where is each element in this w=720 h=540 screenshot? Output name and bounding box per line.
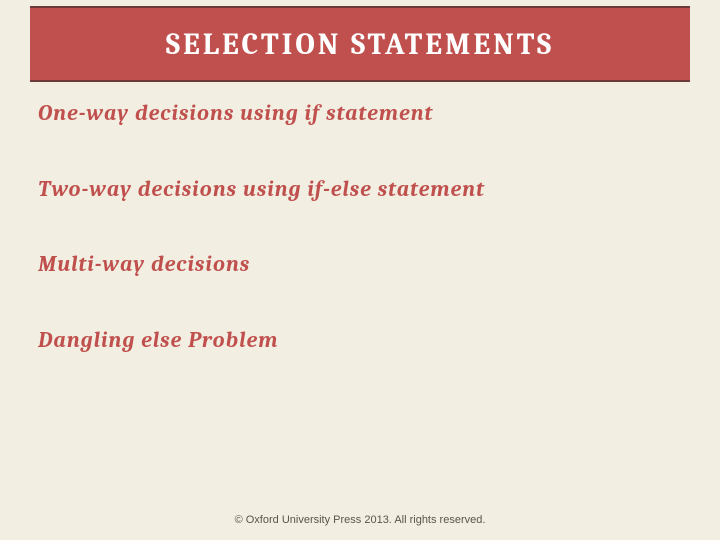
slide-body: One-way decisions using if statement Two… [38, 100, 682, 490]
slide-container: SELECTION STATEMENTS One-way decisions u… [0, 0, 720, 540]
bullet-item: Two-way decisions using if-else statemen… [38, 176, 682, 204]
title-bar: SELECTION STATEMENTS [30, 6, 690, 82]
slide-footer: © Oxford University Press 2013. All righ… [0, 514, 720, 526]
bullet-item: Dangling else Problem [38, 327, 682, 355]
bullet-item: Multi-way decisions [38, 251, 682, 279]
bullet-item: One-way decisions using if statement [38, 100, 682, 128]
slide-title: SELECTION STATEMENTS [166, 27, 554, 62]
